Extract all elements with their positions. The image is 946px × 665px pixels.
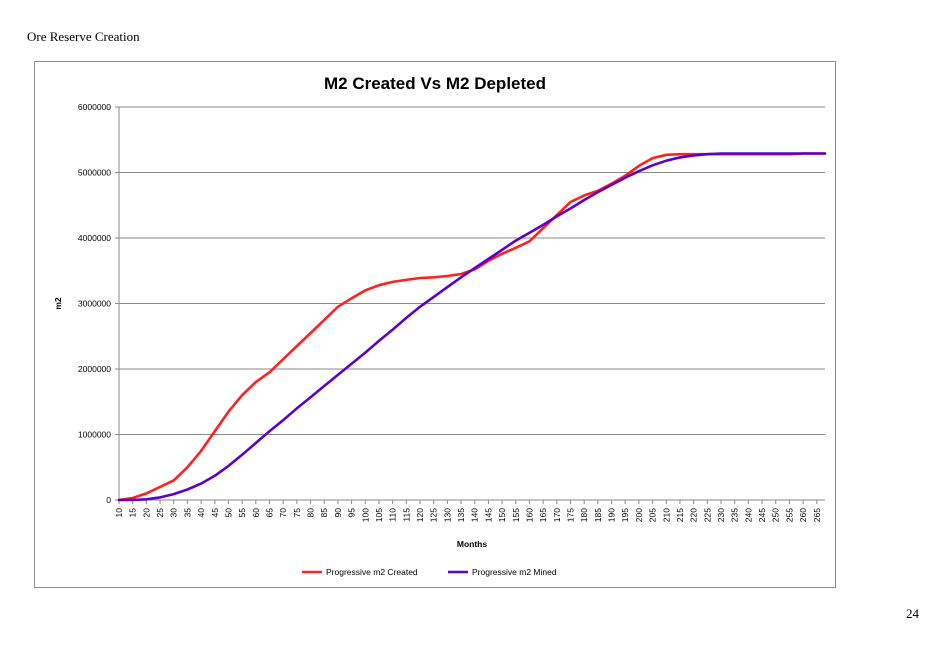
x-tick-label-21: 115	[401, 508, 411, 522]
x-tick-label-19: 105	[374, 508, 384, 522]
x-tick-label-2: 20	[141, 508, 151, 518]
x-tick-label-46: 240	[743, 508, 753, 522]
chart-title: M2 Created Vs M2 Depleted	[324, 74, 546, 93]
series-lines	[117, 152, 827, 502]
x-axis-ticks: 10 15 20 25 30 35 40 45 50 55 60 65 70 75 80 85 90 95 100 1…	[114, 500, 822, 522]
x-tick-label-30: 160	[524, 508, 534, 522]
x-tick-label-22: 120	[415, 508, 425, 522]
chart-svg: M2 Created Vs M2 Depleted 0 1000000 200000…	[53, 74, 827, 577]
x-tick-label-15: 85	[319, 508, 329, 518]
x-tick-label-0: 10	[114, 508, 124, 518]
chart-frame: M2 Created Vs M2 Depleted 0 1000000 200000…	[34, 61, 836, 588]
x-tick-label-41: 215	[675, 508, 685, 522]
series-line-0	[117, 152, 827, 502]
x-tick-label-4: 30	[169, 508, 179, 518]
x-tick-label-33: 175	[566, 508, 576, 522]
x-tick-label-26: 140	[470, 508, 480, 522]
x-tick-label-51: 265	[812, 508, 822, 522]
x-tick-label-48: 250	[771, 508, 781, 522]
x-tick-label-50: 260	[798, 508, 808, 522]
x-tick-label-23: 125	[429, 508, 439, 522]
x-tick-label-49: 255	[784, 508, 794, 522]
x-tick-label-38: 200	[634, 508, 644, 522]
y-tick-label-3: 3000000	[78, 299, 111, 309]
x-tick-label-44: 230	[716, 508, 726, 522]
x-tick-label-29: 155	[511, 508, 521, 522]
x-tick-label-35: 185	[593, 508, 603, 522]
x-tick-label-42: 220	[689, 508, 699, 522]
x-tick-label-43: 225	[702, 508, 712, 522]
x-tick-label-14: 80	[306, 508, 316, 518]
legend-label-0: Progressive m2 Created	[326, 567, 418, 577]
x-tick-label-37: 195	[620, 508, 630, 522]
x-tick-label-12: 70	[278, 508, 288, 518]
y-axis-ticks: 0 1000000 2000000 3000000 4000000 5000000 6000…	[78, 102, 119, 505]
legend-label-1: Progressive m2 Mined	[472, 567, 557, 577]
y-tick-label-2: 2000000	[78, 364, 111, 374]
x-tick-label-8: 50	[223, 508, 233, 518]
x-tick-label-7: 45	[210, 508, 220, 518]
x-tick-label-47: 245	[757, 508, 767, 522]
x-tick-label-40: 210	[661, 508, 671, 522]
x-tick-label-13: 75	[292, 508, 302, 518]
x-tick-label-39: 205	[648, 508, 658, 522]
y-tick-label-4: 4000000	[78, 233, 111, 243]
legend: Progressive m2 Created Progressive m2 Min…	[302, 567, 557, 577]
x-tick-label-18: 100	[360, 508, 370, 522]
y-tick-label-5: 5000000	[78, 168, 111, 178]
x-tick-label-31: 165	[538, 508, 548, 522]
x-tick-label-16: 90	[333, 508, 343, 518]
page-heading: Ore Reserve Creation	[27, 29, 140, 44]
x-axis-title: Months	[457, 539, 487, 549]
x-tick-label-28: 150	[497, 508, 507, 522]
x-tick-label-17: 95	[347, 508, 357, 518]
page-number: 24	[906, 606, 919, 621]
x-tick-label-9: 55	[237, 508, 247, 518]
x-tick-label-5: 35	[182, 508, 192, 518]
x-tick-label-32: 170	[552, 508, 562, 522]
x-tick-label-27: 145	[483, 508, 493, 522]
x-tick-label-1: 15	[128, 508, 138, 518]
y-tick-label-0: 0	[106, 495, 111, 505]
series-line-1	[117, 152, 827, 502]
x-tick-label-45: 235	[730, 508, 740, 522]
x-tick-label-36: 190	[607, 508, 617, 522]
x-tick-label-34: 180	[579, 508, 589, 522]
x-tick-label-10: 60	[251, 508, 261, 518]
y-tick-label-6: 6000000	[78, 102, 111, 112]
x-tick-label-20: 110	[388, 508, 398, 522]
gridlines	[118, 106, 825, 501]
x-tick-label-6: 40	[196, 508, 206, 518]
y-tick-label-1: 1000000	[78, 430, 111, 440]
y-axis-title: m2	[53, 297, 63, 310]
x-tick-label-25: 135	[456, 508, 466, 522]
x-tick-label-24: 130	[442, 508, 452, 522]
x-tick-label-3: 25	[155, 508, 165, 518]
x-tick-label-11: 65	[265, 508, 275, 518]
